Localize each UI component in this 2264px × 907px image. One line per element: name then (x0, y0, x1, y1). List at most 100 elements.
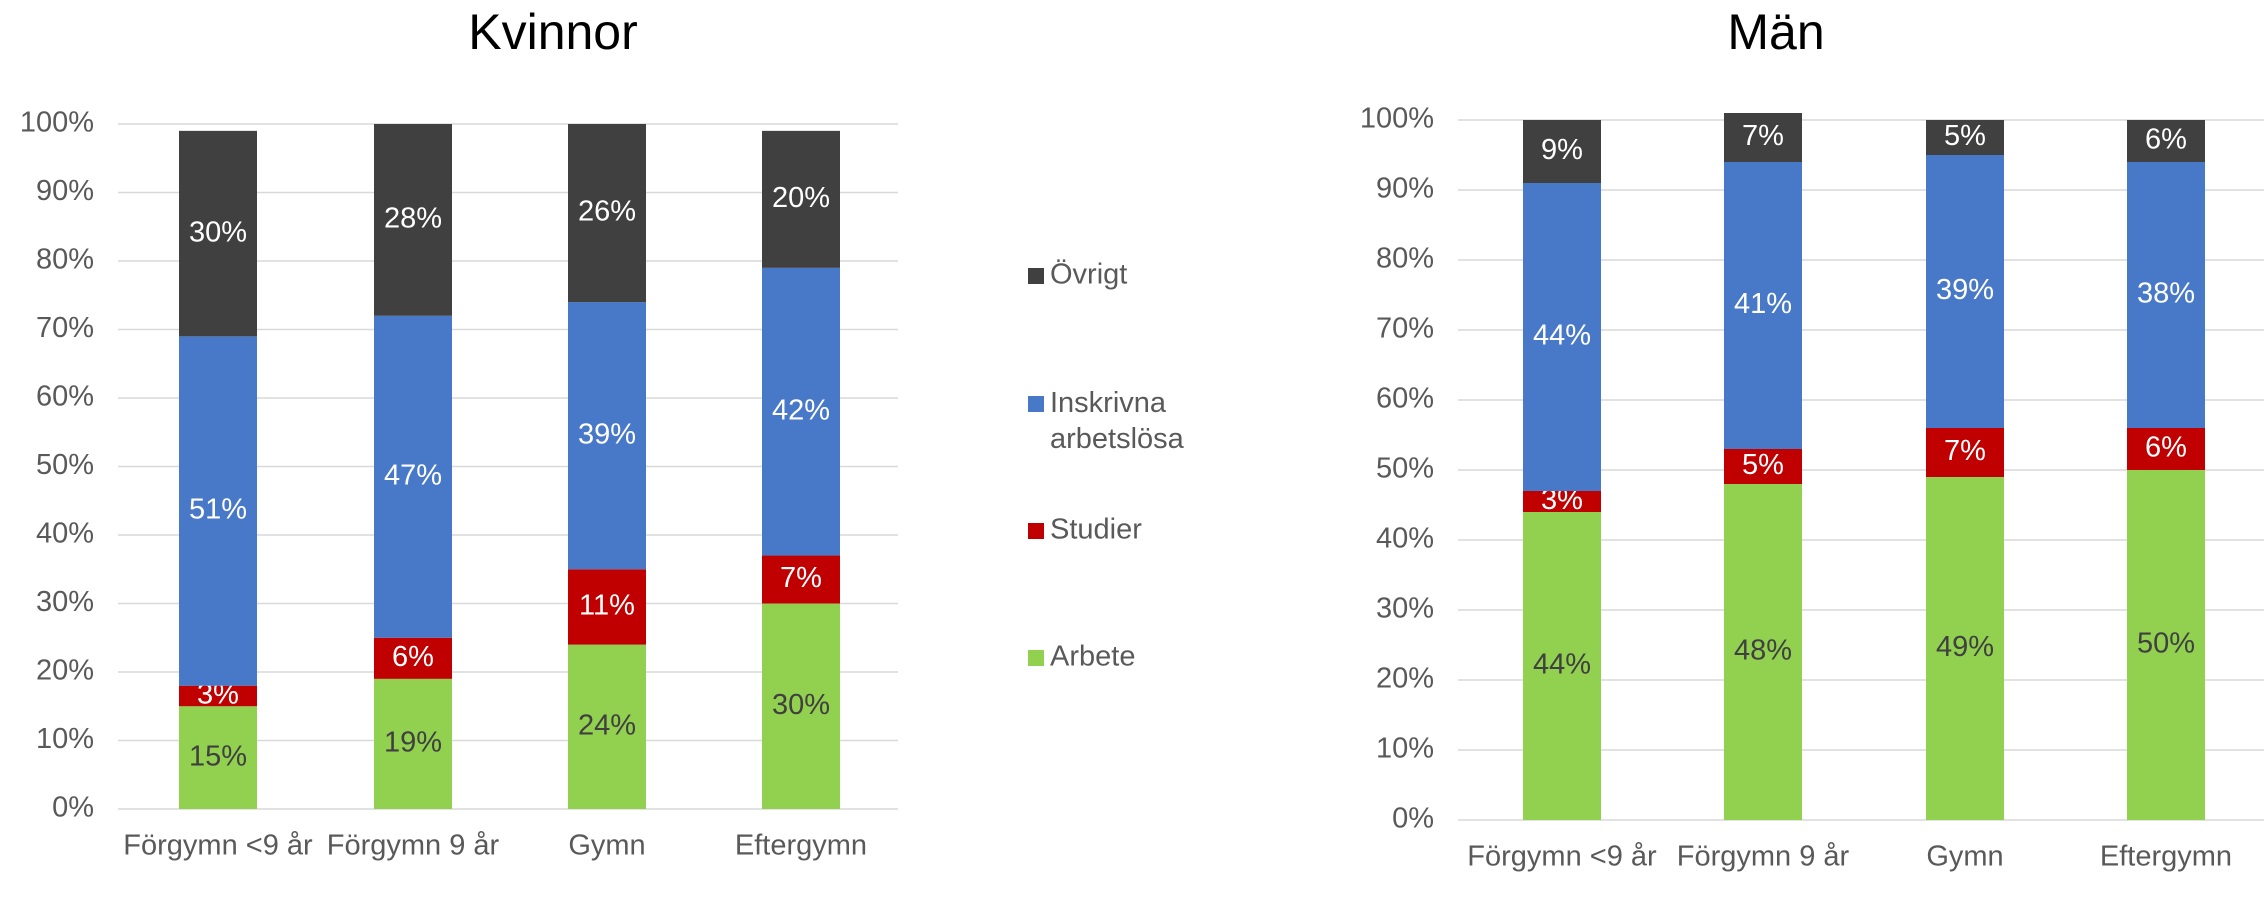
x-tick-label: Gymn (568, 830, 645, 862)
bar-segment (374, 678, 452, 809)
data-label: 44% (1533, 649, 1591, 681)
x-tick-label: Eftergymn (735, 830, 867, 862)
data-label: 19% (384, 727, 442, 759)
legend-swatch (1028, 268, 1044, 284)
bar-segment (762, 130, 840, 268)
x-tick-label: Förgymn 9 år (327, 830, 500, 862)
data-label: 39% (578, 418, 636, 450)
y-tick-label: 80% (1376, 243, 1434, 275)
bar-segment (374, 315, 452, 638)
data-label: 28% (384, 203, 442, 235)
data-label: 44% (1533, 320, 1591, 352)
bar-segment (2127, 162, 2205, 428)
data-label: 6% (2145, 124, 2187, 156)
data-label: 41% (1734, 288, 1792, 320)
bar-segment (1523, 183, 1601, 491)
y-tick-label: 60% (1376, 383, 1434, 415)
bar-segment (1523, 491, 1601, 512)
data-label: 9% (1541, 134, 1583, 166)
data-label: 6% (2145, 432, 2187, 464)
y-tick-label: 10% (1376, 733, 1434, 765)
legend-label: Studier (1050, 514, 1142, 546)
y-tick-label: 0% (1392, 803, 1434, 835)
x-tick-label: Gymn (1926, 841, 2003, 873)
chart-title: Kvinnor (468, 4, 638, 60)
bar-segment (179, 130, 257, 337)
bar-segment (568, 569, 646, 645)
data-label: 26% (578, 196, 636, 228)
bar-segment (568, 644, 646, 809)
bar-segment (374, 637, 452, 679)
y-tick-label: 40% (36, 518, 94, 550)
data-label: 5% (1944, 120, 1986, 152)
y-tick-label: 30% (36, 586, 94, 618)
legend-label: Övrigt (1050, 259, 1127, 291)
bar-segment (568, 302, 646, 570)
x-tick-label: Eftergymn (2100, 841, 2232, 873)
y-tick-label: 50% (1376, 453, 1434, 485)
legend-swatch (1028, 650, 1044, 666)
bar-segment (1926, 120, 2004, 155)
y-tick-label: 90% (1376, 173, 1434, 205)
bar-segment (1724, 449, 1802, 484)
y-tick-label: 30% (1376, 593, 1434, 625)
bar-segment (1523, 120, 1601, 183)
bar-segment (179, 336, 257, 686)
y-tick-label: 50% (36, 449, 94, 481)
bar-segment (179, 685, 257, 707)
data-label: 5% (1742, 449, 1784, 481)
bar-segment (1523, 512, 1601, 820)
data-label: 51% (189, 494, 247, 526)
x-tick-label: Förgymn 9 år (1677, 841, 1850, 873)
data-label: 50% (2137, 628, 2195, 660)
x-tick-label: Förgymn <9 år (123, 830, 313, 862)
bar-segment (179, 706, 257, 809)
bar-segment (762, 555, 840, 604)
data-label: 30% (189, 216, 247, 248)
y-tick-label: 100% (1360, 103, 1434, 135)
data-label: 20% (772, 182, 830, 214)
bar-segment (1926, 428, 2004, 477)
data-label: 15% (189, 740, 247, 772)
y-tick-label: 90% (36, 175, 94, 207)
y-tick-label: 20% (36, 655, 94, 687)
data-label: 39% (1936, 274, 1994, 306)
data-label: 30% (772, 689, 830, 721)
bar-segment (1926, 477, 2004, 820)
data-label: 7% (1742, 120, 1784, 152)
data-label: 7% (1944, 435, 1986, 467)
data-label: 6% (392, 641, 434, 673)
bar-segment (762, 267, 840, 556)
bar-segment (568, 124, 646, 303)
data-label: 24% (578, 709, 636, 741)
data-label: 11% (579, 590, 635, 622)
y-tick-label: 80% (36, 244, 94, 276)
y-tick-label: 10% (36, 723, 94, 755)
y-tick-label: 60% (36, 381, 94, 413)
y-tick-label: 40% (1376, 523, 1434, 555)
bar-segment (1724, 113, 1802, 162)
data-label: 38% (2137, 278, 2195, 310)
y-tick-label: 20% (1376, 663, 1434, 695)
data-label: 7% (780, 562, 822, 594)
legend-label: Arbete (1050, 641, 1135, 673)
bar-segment (2127, 120, 2205, 162)
x-tick-label: Förgymn <9 år (1467, 841, 1657, 873)
bar-segment (2127, 428, 2205, 470)
data-label: 48% (1734, 635, 1792, 667)
data-label: 47% (384, 459, 442, 491)
bar-segment (2127, 470, 2205, 820)
bar-segment (1724, 162, 1802, 449)
chart-title: Män (1727, 4, 1824, 60)
bar-segment (762, 603, 840, 809)
y-tick-label: 100% (20, 107, 94, 139)
data-label: 42% (772, 394, 830, 426)
bar-segment (1724, 484, 1802, 820)
legend-swatch (1028, 396, 1044, 412)
y-tick-label: 0% (52, 792, 94, 824)
data-label: 49% (1936, 631, 1994, 663)
legend-swatch (1028, 523, 1044, 539)
bar-segment (374, 124, 452, 316)
y-tick-label: 70% (1376, 313, 1434, 345)
